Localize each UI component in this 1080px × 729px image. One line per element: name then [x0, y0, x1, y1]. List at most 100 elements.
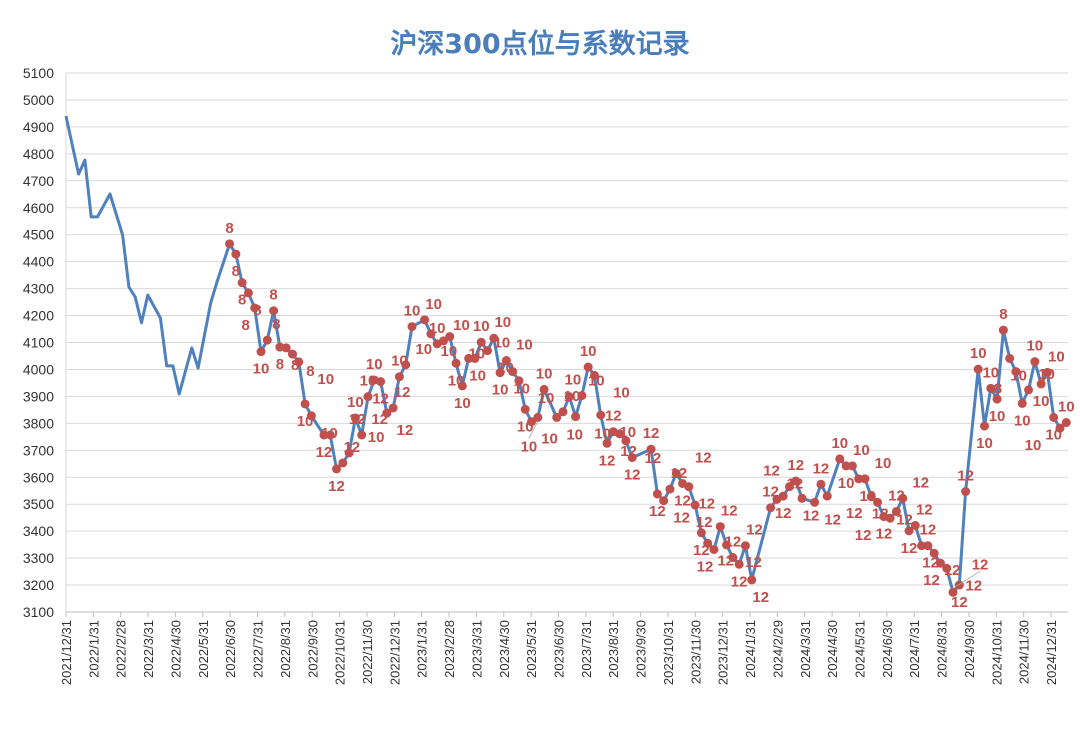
data-point — [659, 496, 669, 506]
x-tick-label: 2023/4/30 — [497, 620, 512, 678]
x-tick-label: 2022/7/31 — [251, 620, 266, 678]
data-label: 10 — [538, 390, 555, 407]
data-label: 8 — [225, 220, 233, 237]
data-point — [583, 362, 593, 372]
data-point — [885, 513, 895, 523]
data-label: 10 — [838, 475, 855, 492]
data-point — [810, 497, 820, 507]
y-tick-label: 4200 — [23, 308, 54, 324]
data-point — [501, 356, 511, 366]
data-label: 12 — [922, 555, 939, 572]
data-point — [948, 587, 958, 597]
data-point — [376, 377, 386, 387]
data-label: 10 — [619, 424, 636, 441]
data-label: 8 — [232, 263, 240, 280]
data-label: 12 — [624, 467, 641, 484]
data-point — [690, 500, 700, 510]
data-label: 12 — [916, 501, 933, 518]
data-point — [394, 372, 404, 382]
data-label: 8 — [269, 287, 277, 304]
x-tick-label: 2023/11/30 — [688, 620, 703, 684]
series-line — [64, 115, 1068, 594]
data-label: 12 — [731, 573, 748, 590]
data-point — [325, 430, 335, 440]
y-tick-label: 3900 — [23, 388, 54, 404]
data-point — [1030, 357, 1040, 367]
data-point — [935, 558, 945, 568]
data-point — [904, 526, 914, 536]
y-tick-label: 3500 — [23, 496, 54, 512]
data-point — [722, 540, 732, 550]
y-tick-label: 4700 — [23, 173, 54, 189]
x-tick-label: 2022/11/30 — [360, 620, 375, 684]
data-label: 12 — [951, 594, 968, 611]
data-point — [1055, 423, 1065, 433]
data-point — [250, 303, 260, 313]
y-tick-label: 3600 — [23, 469, 54, 485]
data-label: 12 — [752, 589, 769, 606]
data-label: 12 — [695, 449, 712, 466]
data-point — [847, 461, 857, 471]
x-tick-label: 2022/1/31 — [86, 620, 101, 678]
data-label: 12 — [725, 534, 742, 551]
data-label: 12 — [349, 411, 366, 428]
chart-title: 沪深300点位与系数记录 — [390, 29, 690, 60]
data-point — [791, 476, 801, 486]
data-point — [558, 407, 568, 417]
data-point — [401, 360, 411, 370]
data-label: 10 — [468, 346, 485, 363]
y-tick-label: 4000 — [23, 361, 54, 377]
data-label: 10 — [368, 429, 385, 446]
data-label: 10 — [297, 413, 314, 430]
data-point — [445, 332, 455, 342]
data-point — [942, 563, 952, 573]
data-point — [684, 482, 694, 492]
data-label: 12 — [972, 556, 989, 573]
data-label: 10 — [473, 318, 490, 335]
x-tick-label: 2024/5/31 — [852, 620, 867, 678]
data-point — [457, 381, 467, 391]
data-point — [740, 541, 750, 551]
data-label: 12 — [697, 558, 714, 575]
data-point — [709, 544, 719, 554]
x-tick-label: 2022/6/30 — [223, 620, 238, 678]
data-label: 10 — [347, 394, 364, 411]
x-tick-label: 2023/3/31 — [469, 620, 484, 678]
x-tick-label: 2022/5/31 — [196, 620, 211, 678]
data-label: 10 — [536, 365, 553, 382]
data-label: 12 — [674, 492, 691, 509]
data-label: 8 — [272, 316, 280, 333]
data-point — [979, 421, 989, 431]
data-point — [300, 399, 310, 409]
data-point — [1024, 385, 1034, 395]
data-label: 12 — [846, 505, 863, 522]
x-tick-label: 2024/6/30 — [880, 620, 895, 678]
x-tick-label: 2024/7/31 — [907, 620, 922, 678]
data-point — [891, 506, 901, 516]
data-point — [615, 429, 625, 439]
data-point — [671, 468, 681, 478]
data-label: 12 — [599, 452, 616, 469]
data-point — [621, 436, 631, 446]
y-tick-label: 3400 — [23, 523, 54, 539]
data-point — [961, 487, 971, 497]
x-axis: 2021/12/31 2022/1/31 2022/2/28 2022/3/31 202… — [59, 73, 1059, 685]
data-point — [734, 559, 744, 569]
data-point — [520, 404, 530, 414]
data-label: 10 — [831, 435, 848, 452]
data-label: 10 — [1025, 437, 1042, 454]
data-point — [866, 492, 876, 502]
data-label: 12 — [643, 425, 660, 442]
data-point — [998, 325, 1008, 335]
label-leader-line — [528, 421, 539, 439]
data-label: 10 — [453, 317, 470, 334]
data-label: 10 — [875, 455, 892, 472]
data-point — [470, 353, 480, 363]
data-label: 12 — [855, 527, 872, 544]
data-label: 10 — [859, 488, 876, 505]
data-point — [923, 541, 933, 551]
data-point — [564, 392, 574, 402]
data-point — [539, 384, 549, 394]
data-label: 10 — [317, 371, 334, 388]
